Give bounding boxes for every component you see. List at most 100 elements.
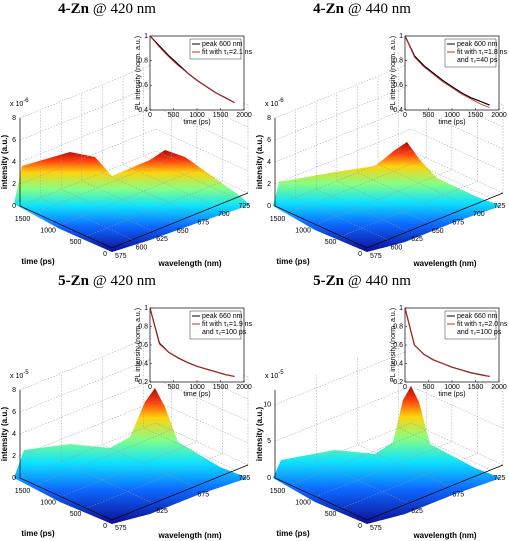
z-axis-label: intensity (a.u.) xyxy=(0,135,9,190)
y-tick-label: 0.6 xyxy=(393,82,403,89)
wavelength-tick-label: 675 xyxy=(197,492,209,499)
z-tick-label: 2 xyxy=(267,181,271,188)
surface-shape xyxy=(273,142,501,252)
x-axis-label: time (ps) xyxy=(183,119,210,126)
legend-label: fit with τ₁=1.8 ns xyxy=(457,49,508,56)
y-tick-label: 0.8 xyxy=(138,323,148,330)
panel: 5-Zn @ 440 nm0510050010001500575625675725… xyxy=(255,273,508,540)
z-tick-label: 0 xyxy=(267,203,271,210)
x-tick-label: 0 xyxy=(403,112,407,119)
grid-line xyxy=(60,81,198,225)
multiplier-base: x 10 xyxy=(10,101,23,108)
condition: @ 440 nm xyxy=(348,1,411,17)
time-tick-label: 0 xyxy=(358,251,362,258)
grid-line xyxy=(274,84,504,141)
x-tick-label: 0 xyxy=(403,384,407,391)
compound: 4-Zn xyxy=(58,1,90,17)
legend-box xyxy=(189,38,242,60)
z-tick-label: 0 xyxy=(12,475,16,482)
wavelength-axis-label: wavelength (nm) xyxy=(412,531,476,540)
x-tick-label: 2000 xyxy=(491,112,507,119)
series-line xyxy=(149,35,235,103)
time-axis-label: time (ps) xyxy=(21,257,55,266)
condition: @ 420 nm xyxy=(93,273,156,289)
time-tick-label: 1500 xyxy=(15,488,31,495)
time-tick-label: 1000 xyxy=(295,228,311,235)
z-tick-label: 8 xyxy=(267,115,271,122)
grid-line xyxy=(19,106,249,163)
wavelength-tick-label: 675 xyxy=(197,220,209,227)
y-tick-label: 0.8 xyxy=(393,58,403,65)
x-axis-label: time (ps) xyxy=(438,391,465,398)
wavelength-axis-label: wavelength (nm) xyxy=(157,259,221,268)
legend-label: peak 660 nm xyxy=(457,313,498,320)
grid-line xyxy=(86,365,223,509)
wavelength-tick-label: 575 xyxy=(370,253,382,260)
axis xyxy=(19,390,249,521)
grid-line xyxy=(19,378,249,435)
legend-label: fit with τ₁=1.9 ns xyxy=(202,321,253,328)
multiplier-exponent: -5 xyxy=(278,370,284,376)
z-tick-label: 6 xyxy=(12,409,16,416)
time-tick-label: 500 xyxy=(70,511,82,518)
z-tick-label: 2 xyxy=(12,181,16,188)
time-tick-label: 1500 xyxy=(270,488,286,495)
series-line xyxy=(404,307,490,377)
x-tick-label: 1000 xyxy=(444,384,460,391)
time-tick-label: 1500 xyxy=(270,216,286,223)
z-tick-label: 10 xyxy=(263,402,271,409)
y-tick-label: 0.2 xyxy=(138,379,148,386)
z-tick-label: 4 xyxy=(12,159,16,166)
wavelength-tick-label: 650 xyxy=(177,228,189,235)
x-tick-label: 2000 xyxy=(236,112,252,119)
y-tick-label: 0.6 xyxy=(138,82,148,89)
grid-line xyxy=(86,93,223,237)
wavelength-tick-label: 725 xyxy=(239,475,251,482)
time-tick-label: 0 xyxy=(358,523,362,530)
grid-line xyxy=(357,84,450,215)
x-tick-label: 2000 xyxy=(236,384,252,391)
z-tick-label: 0 xyxy=(12,203,16,210)
y-axis-label: PL intensity (norm. a.u.) xyxy=(135,36,142,110)
wavelength-tick-label: 625 xyxy=(156,508,168,515)
z-tick-label: 0 xyxy=(267,475,271,482)
x-tick-label: 1000 xyxy=(444,112,460,119)
z-tick-label: 4 xyxy=(12,431,16,438)
z-tick-label: 8 xyxy=(12,115,16,122)
z-tick-label: 4 xyxy=(267,159,271,166)
wavelength-tick-label: 675 xyxy=(452,492,464,499)
x-tick-label: 2000 xyxy=(491,384,507,391)
wavelength-tick-label: 625 xyxy=(156,236,168,243)
grid-line xyxy=(398,68,491,199)
legend-label: peak 600 nm xyxy=(202,41,243,48)
time-tick-label: 500 xyxy=(70,239,82,246)
y-tick-label: 0.4 xyxy=(138,107,148,114)
grid-line xyxy=(274,128,504,185)
grid-line xyxy=(60,373,154,504)
panel-title: 4-Zn @ 440 nm xyxy=(313,1,411,17)
grid-line xyxy=(60,353,198,497)
x-tick-label: 1500 xyxy=(468,384,484,391)
y-axis-label: PL intensity (norm. a.u.) xyxy=(390,308,397,382)
y-tick-label: 0.4 xyxy=(138,360,148,367)
grid-line xyxy=(315,101,409,232)
grid-line xyxy=(336,93,429,224)
grid-line xyxy=(143,340,236,471)
x-tick-label: 1500 xyxy=(213,112,229,119)
grid-line xyxy=(274,386,504,442)
wavelength-tick-label: 700 xyxy=(218,211,230,218)
x-tick-label: 500 xyxy=(168,384,180,391)
multiplier-exponent: -6 xyxy=(278,98,284,104)
panel-title: 4-Zn @ 420 nm xyxy=(58,1,156,17)
z-axis-label: intensity (a.u.) xyxy=(0,407,9,462)
grid-line xyxy=(143,68,236,199)
grid-line xyxy=(19,150,249,207)
y-tick-label: 0.4 xyxy=(393,107,403,114)
grid-line xyxy=(102,356,195,487)
legend-label: peak 660 nm xyxy=(202,313,243,320)
wavelength-tick-label: 575 xyxy=(370,525,382,532)
x-tick-label: 1000 xyxy=(189,384,205,391)
legend-label: peak 600 nm xyxy=(457,41,498,48)
grid-line xyxy=(81,93,174,224)
legend-label: fit with τ₁=2.1 ns xyxy=(202,49,253,56)
